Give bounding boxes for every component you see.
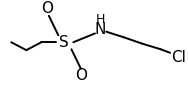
Text: S: S <box>59 35 69 50</box>
Text: O: O <box>75 68 87 83</box>
Text: Cl: Cl <box>171 50 186 65</box>
Text: H: H <box>96 13 105 26</box>
Text: O: O <box>41 1 53 16</box>
Text: N: N <box>95 22 106 37</box>
